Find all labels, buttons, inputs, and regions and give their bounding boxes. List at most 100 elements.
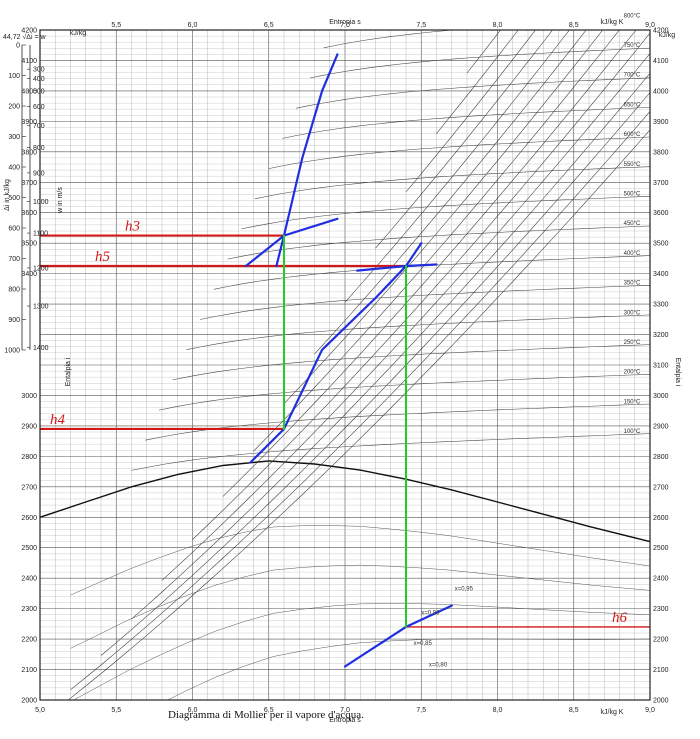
quality-labels: x=0,80 x=0,85 x=0,90 x=0,95 xyxy=(414,586,474,668)
quality-curve xyxy=(167,638,650,700)
y-tick-label: 2600 xyxy=(21,515,37,522)
y-tick-label-right: 2900 xyxy=(653,423,669,430)
isotherm-curve xyxy=(268,136,650,169)
annotation-label-h6: h6 xyxy=(612,610,628,626)
velocity-label: w in m/s xyxy=(57,187,64,214)
delta-i-tick-label: 300 xyxy=(8,134,20,141)
velocity-tick-label: 500 xyxy=(33,88,45,95)
isobar-curve xyxy=(405,30,536,193)
y-tick-label: 3400 xyxy=(21,271,37,278)
y-tick-label-right: 3000 xyxy=(653,393,669,400)
y-tick-label-right: 2100 xyxy=(653,667,669,674)
isotherm-label: 750°C xyxy=(624,43,641,49)
x-tick-label-top: 8,0 xyxy=(493,22,503,29)
velocity-tick-label: 600 xyxy=(33,104,45,111)
quality-label: x=0,80 xyxy=(429,663,448,669)
y-tick-label-right: 3900 xyxy=(653,119,669,126)
annotation-label-h3: h3 xyxy=(125,219,140,235)
isotherm-label: 400°C xyxy=(624,251,641,257)
isobar-curve xyxy=(67,129,650,700)
annotation-label-h4: h4 xyxy=(50,412,66,428)
y-tick-label: 2500 xyxy=(21,545,37,552)
delta-i-tick-label: 400 xyxy=(8,165,20,172)
isotherm-curve xyxy=(186,314,650,350)
isobar-curve xyxy=(192,32,650,540)
y-tick-label: 4200 xyxy=(21,28,37,35)
y-tick-label: 2100 xyxy=(21,667,37,674)
y-tick-label: 3900 xyxy=(21,119,37,126)
isotherm-curve xyxy=(254,166,650,200)
y-tick-label-right: 4100 xyxy=(653,58,669,65)
delta-i-tick-label: 800 xyxy=(8,287,20,294)
quality-curve xyxy=(70,525,650,596)
y-tick-label-right: 2000 xyxy=(653,698,669,705)
y-tick-label-right: 3300 xyxy=(653,302,669,309)
y-tick-label: 2000 xyxy=(21,698,37,705)
isotherm-label: 100°C xyxy=(624,429,641,435)
y-tick-label-right: 2500 xyxy=(653,545,669,552)
velocity-tick-label: 1400 xyxy=(33,345,49,352)
isobar-curve xyxy=(161,52,650,581)
isobar-curve xyxy=(222,30,637,497)
isotherm-curve xyxy=(131,433,650,471)
isobar-curve xyxy=(375,30,553,249)
delta-i-tick-label: 700 xyxy=(8,256,20,263)
isotherm-label: 150°C xyxy=(624,399,641,405)
velocity-tick-label: 1300 xyxy=(33,304,49,311)
x-tick-label: 7,0 xyxy=(340,707,350,714)
velocity-tick-label: 1200 xyxy=(33,265,49,272)
isotherm-curve xyxy=(309,47,650,79)
delta-i-tick-label: 200 xyxy=(8,104,20,111)
x-tick-label-top: 7,5 xyxy=(416,22,426,29)
delta-i-tick-label: 900 xyxy=(8,317,20,324)
y-tick-label: 2700 xyxy=(21,484,37,491)
isotherm-label: 800°C xyxy=(624,13,641,19)
y-unit-left: kJ/kg xyxy=(70,30,86,37)
isotherm-curve xyxy=(323,30,457,49)
y-tick-label-right: 3700 xyxy=(653,180,669,187)
isotherm-label: 600°C xyxy=(624,132,641,138)
y-tick-label: 2900 xyxy=(21,423,37,430)
y-tick-label: 3000 xyxy=(21,393,37,400)
y-axis-ticks: 2000 2100 2200 2300 2400 2500 2600 2700 2800 2900… xyxy=(21,28,37,705)
delta-i-tick-label: 500 xyxy=(8,195,20,202)
y-tick-label: 3800 xyxy=(21,149,37,156)
y-tick-label-right: 3800 xyxy=(653,149,669,156)
x-axis-label-top: Entropia s xyxy=(329,19,361,26)
y-tick-label-right: 2600 xyxy=(653,515,669,522)
process-lines xyxy=(244,53,453,668)
grid xyxy=(40,30,650,700)
x-tick-label-top: 5,5 xyxy=(111,22,121,29)
isobar-curve xyxy=(100,92,650,656)
x-axis-ticks-top: 5,5 6,0 6,5 7,0 7,5 8,0 8,5 9,0 xyxy=(111,22,655,29)
y-tick-label: 2200 xyxy=(21,637,37,644)
isotherm-curve xyxy=(241,196,650,230)
y-tick-label: 4100 xyxy=(21,58,37,65)
y-tick-label-right: 3100 xyxy=(653,363,669,370)
y-tick-label-right: 4200 xyxy=(653,28,669,35)
x-tick-label: 8,0 xyxy=(493,707,503,714)
x-tick-label-top: 9,0 xyxy=(645,22,655,29)
delta-i-tick-label: 0 xyxy=(16,43,20,50)
isotherm-curve xyxy=(282,107,650,139)
y-axis-ticks-right: 2000 2100 2200 2300 2400 2500 2600 2700 2800 2900… xyxy=(653,28,669,705)
saturation-line xyxy=(40,460,650,543)
isotherm-label: 300°C xyxy=(624,310,641,316)
x-unit-bottom: kJ/kg K xyxy=(601,709,624,716)
y-tick-label: 3500 xyxy=(21,241,37,248)
isobar-curve xyxy=(314,30,587,355)
left-scale-top-label: 44,72 √Δi = w xyxy=(3,33,47,41)
quality-curve xyxy=(70,564,650,649)
y-tick-label-right: 3600 xyxy=(653,210,669,217)
y-tick-label-right: 2700 xyxy=(653,484,669,491)
delta-i-label: Δi in kJ/kg xyxy=(4,179,11,211)
x-tick-label: 9,0 xyxy=(645,707,655,714)
process-line-0 xyxy=(275,53,339,268)
isotherm-label: 450°C xyxy=(624,221,641,227)
x-tick-label: 6,5 xyxy=(264,707,274,714)
isotherm-curve xyxy=(227,225,650,260)
y-tick-label-right: 2800 xyxy=(653,454,669,461)
x-tick-label: 5,5 xyxy=(111,707,121,714)
x-tick-label-top: 7,0 xyxy=(340,22,350,29)
y-tick-label: 3700 xyxy=(21,180,37,187)
